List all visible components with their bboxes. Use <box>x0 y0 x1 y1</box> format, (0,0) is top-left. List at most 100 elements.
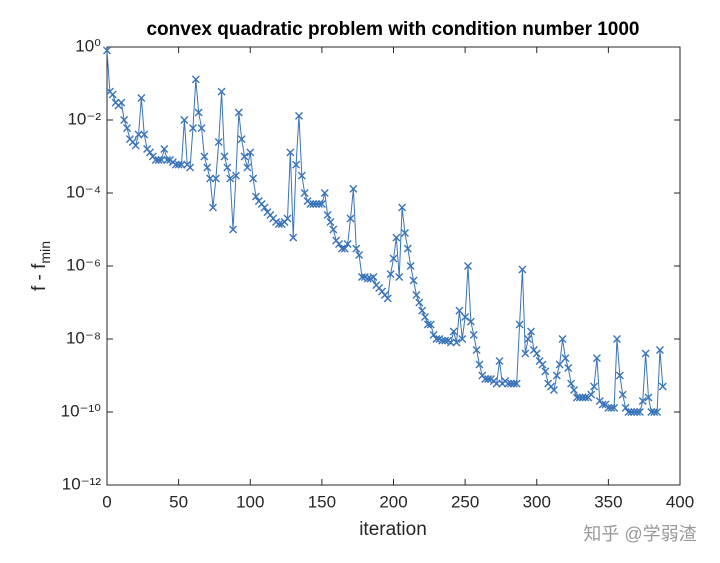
point-marker <box>538 360 547 369</box>
point-marker <box>309 199 318 208</box>
point-marker <box>326 218 335 227</box>
point-marker <box>567 379 576 388</box>
point-marker <box>154 156 163 165</box>
point-marker <box>452 338 461 347</box>
point-marker <box>446 338 455 347</box>
point-marker <box>214 137 223 146</box>
point-marker <box>300 189 309 197</box>
point-marker <box>223 163 232 172</box>
point-marker <box>249 174 258 183</box>
point-marker <box>561 354 570 363</box>
point-marker <box>641 349 650 358</box>
point-marker <box>306 199 315 208</box>
point-marker <box>618 390 627 399</box>
point-marker <box>615 371 624 380</box>
y-tick-label: 10⁻¹⁰ <box>61 401 102 420</box>
point-marker <box>297 171 306 180</box>
point-marker <box>134 130 143 139</box>
point-marker <box>612 335 621 343</box>
point-marker <box>231 171 240 180</box>
point-marker <box>506 379 515 388</box>
point-marker <box>581 393 590 402</box>
point-marker <box>357 272 366 281</box>
y-tick-label: 10⁰ <box>75 36 101 55</box>
x-tick-label: 200 <box>379 492 407 511</box>
point-marker <box>117 98 126 107</box>
data-line <box>106 50 664 413</box>
point-marker <box>163 156 172 165</box>
point-marker <box>203 163 212 172</box>
point-marker <box>570 386 578 395</box>
point-marker <box>421 313 430 322</box>
point-marker <box>549 386 558 395</box>
point-marker <box>243 163 252 172</box>
point-marker <box>621 403 630 412</box>
point-marker <box>558 335 567 343</box>
point-marker <box>337 244 346 253</box>
point-marker <box>103 46 111 55</box>
point-marker <box>515 320 524 329</box>
point-marker <box>630 408 639 416</box>
point-marker <box>294 111 303 120</box>
point-marker <box>369 272 378 281</box>
point-marker <box>604 403 613 412</box>
point-marker <box>206 174 215 183</box>
point-marker <box>521 349 530 358</box>
point-marker <box>423 320 432 329</box>
point-marker <box>317 199 326 208</box>
point-marker <box>177 160 186 169</box>
y-axis-label: f - fmin <box>29 241 53 291</box>
point-marker <box>383 294 392 303</box>
point-marker <box>389 254 398 263</box>
point-marker <box>292 160 301 169</box>
point-marker <box>406 262 415 270</box>
point-marker <box>415 298 424 307</box>
point-marker <box>363 274 372 283</box>
point-marker <box>484 375 493 384</box>
point-marker <box>403 244 412 253</box>
point-marker <box>495 356 504 365</box>
point-marker <box>475 360 484 369</box>
point-marker <box>108 90 117 99</box>
point-marker <box>638 397 647 406</box>
y-tick-label: 10⁻⁴ <box>66 182 101 201</box>
point-marker <box>329 225 338 234</box>
point-marker <box>355 251 364 260</box>
point-marker <box>197 124 206 133</box>
x-axis-label: iteration <box>359 519 427 540</box>
point-marker <box>211 174 220 183</box>
point-marker <box>157 156 166 165</box>
x-tick-label: 150 <box>308 492 336 511</box>
point-marker <box>607 403 616 412</box>
point-marker <box>386 270 395 279</box>
point-marker <box>340 244 349 253</box>
point-marker <box>217 87 226 96</box>
y-tick-label: 10⁻² <box>67 109 101 128</box>
point-marker <box>286 148 295 157</box>
point-marker <box>352 244 361 253</box>
point-marker <box>647 408 656 416</box>
point-marker <box>624 408 633 416</box>
x-tick-label: 300 <box>523 492 551 511</box>
point-marker <box>524 335 533 343</box>
point-marker <box>226 174 235 183</box>
point-marker <box>527 327 536 336</box>
point-marker <box>455 306 464 315</box>
point-marker <box>458 335 467 343</box>
point-marker <box>323 210 332 219</box>
point-marker <box>587 390 596 399</box>
point-marker <box>412 291 421 300</box>
point-marker <box>188 124 197 133</box>
point-marker <box>194 108 203 117</box>
point-marker <box>644 393 653 402</box>
point-marker <box>564 364 573 373</box>
point-marker <box>400 229 409 238</box>
point-marker <box>395 272 404 281</box>
point-marker <box>180 116 189 124</box>
point-marker <box>438 336 447 345</box>
chart-title: convex quadratic problem with condition … <box>146 19 639 40</box>
point-marker <box>220 152 229 161</box>
point-marker <box>578 393 587 402</box>
x-tick-label: 0 <box>102 492 111 511</box>
point-marker <box>463 262 472 270</box>
